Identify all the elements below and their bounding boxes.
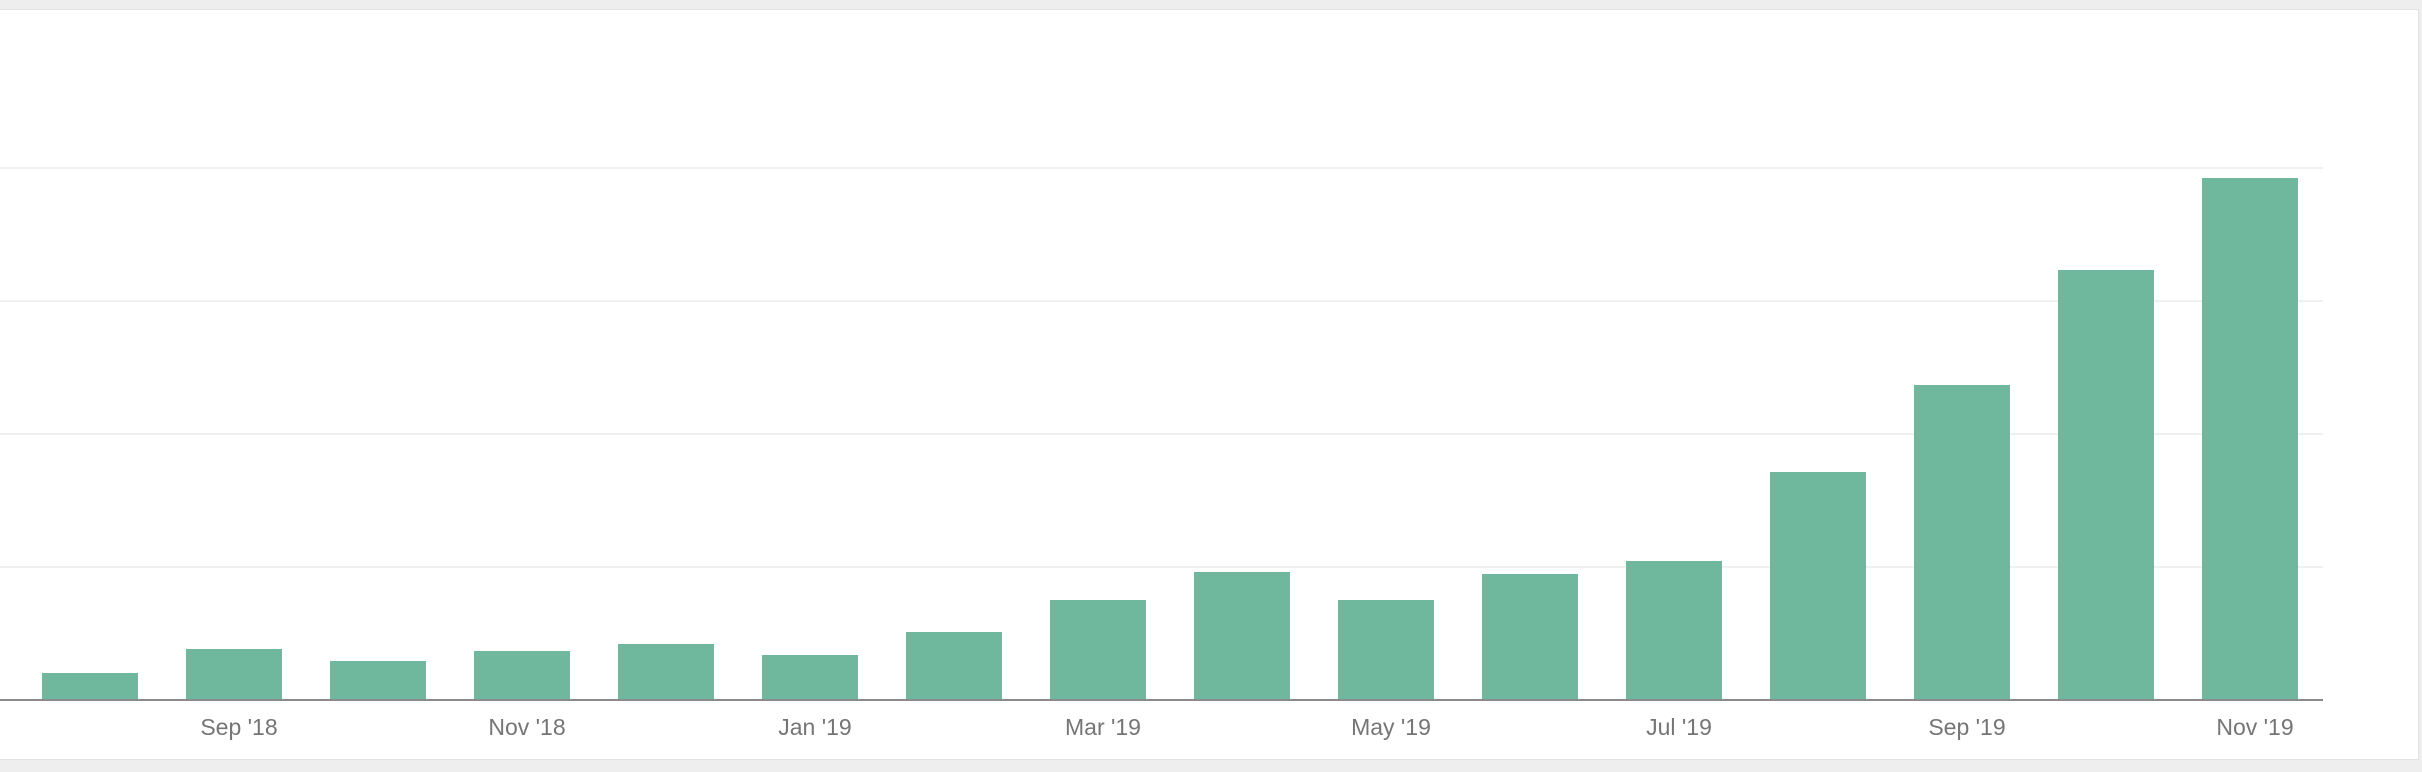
bar xyxy=(1770,472,1866,700)
x-axis-tick-labels: Sep '18 Nov '18 Jan '19 Mar '19 May '19 Jul '… xyxy=(200,714,2293,740)
bar xyxy=(1194,572,1290,700)
bar xyxy=(42,673,138,700)
x-tick-label: May '19 xyxy=(1351,714,1431,740)
bar xyxy=(906,632,1002,700)
x-tick-label: Sep '18 xyxy=(200,714,277,740)
bar xyxy=(1914,385,2010,700)
chart-panel: Sep '18 Nov '18 Jan '19 Mar '19 May '19 Jul '… xyxy=(0,9,2419,760)
x-tick-label: Jan '19 xyxy=(778,714,851,740)
bar xyxy=(2202,178,2298,700)
x-tick-label: Nov '18 xyxy=(488,714,565,740)
bar xyxy=(474,651,570,700)
bars xyxy=(42,178,2298,700)
x-tick-label: Mar '19 xyxy=(1065,714,1141,740)
bar xyxy=(618,644,714,700)
bar xyxy=(1482,574,1578,700)
bar xyxy=(1338,600,1434,700)
bar xyxy=(1626,561,1722,700)
bar xyxy=(2058,270,2154,700)
bar-chart: Sep '18 Nov '18 Jan '19 Mar '19 May '19 Jul '… xyxy=(0,167,2323,740)
x-tick-label: Sep '19 xyxy=(1928,714,2005,740)
bar xyxy=(762,655,858,700)
x-tick-label: Jul '19 xyxy=(1646,714,1712,740)
bar xyxy=(186,649,282,700)
x-tick-label: Nov '19 xyxy=(2216,714,2293,740)
bar xyxy=(330,661,426,700)
bar xyxy=(1050,600,1146,700)
